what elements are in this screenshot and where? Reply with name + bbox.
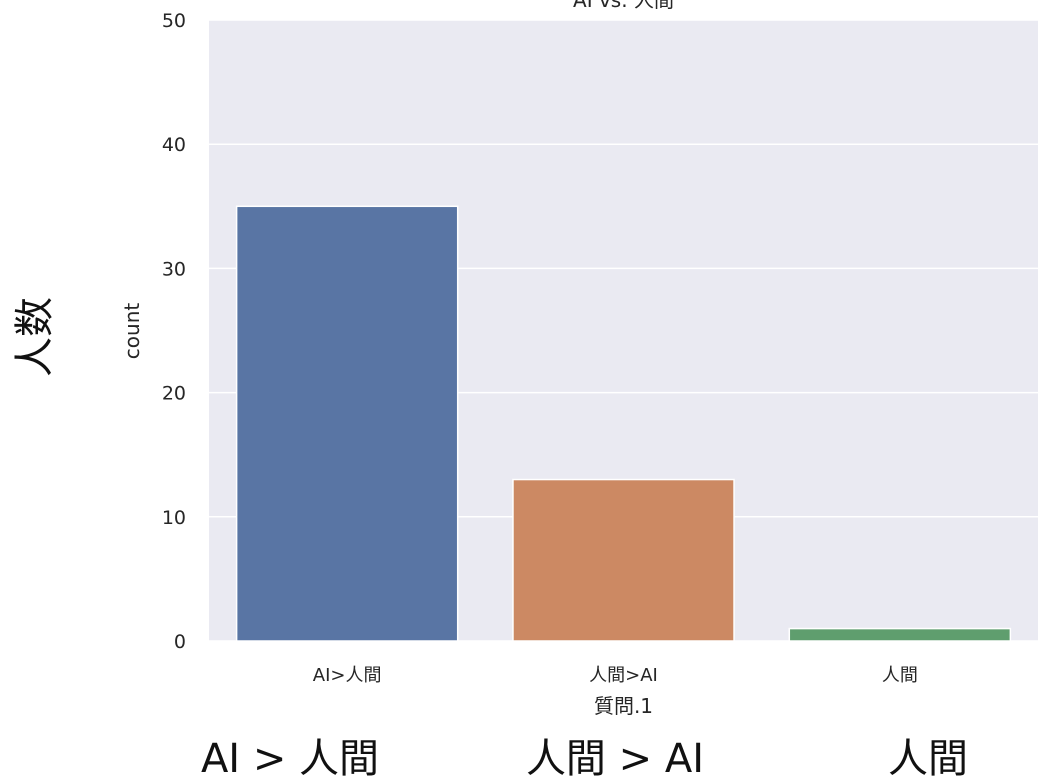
y-tick-label: 10: [162, 507, 186, 529]
bar: [788, 627, 1012, 642]
y-tick-label: 0: [174, 631, 186, 653]
bars: [235, 205, 1012, 642]
y-tick-labels: 0 10 20 30 40 50: [162, 10, 186, 653]
x-tick-labels: AI>人間 人間>AI 人間: [313, 665, 918, 686]
x-tick-label: AI>人間: [313, 665, 382, 686]
x-tick-label: 人間: [882, 665, 918, 686]
side-annotation-label: 人数: [12, 297, 58, 377]
x-axis-label: 質問.1: [594, 694, 653, 718]
chart-title: AI vs. 人間: [573, 0, 674, 12]
bottom-annotation-label: AI > 人間: [201, 736, 379, 779]
y-tick-label: 50: [162, 10, 186, 32]
y-tick-label: 40: [162, 134, 186, 156]
x-tick-label: 人間>AI: [589, 665, 658, 686]
bottom-annotation-label: 人間: [888, 736, 968, 779]
y-tick-label: 30: [162, 258, 186, 280]
bar: [235, 205, 459, 642]
y-axis-label: count: [120, 303, 144, 360]
y-tick-label: 20: [162, 383, 186, 405]
bar: [512, 478, 735, 642]
bottom-annotation-label: 人間 > AI: [526, 736, 704, 779]
